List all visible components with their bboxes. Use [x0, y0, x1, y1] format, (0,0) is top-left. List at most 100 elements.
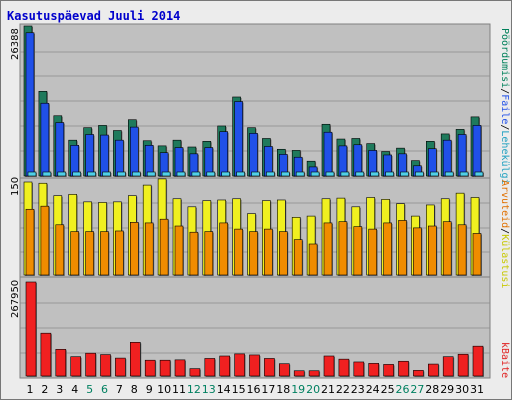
visits-bar-17-bar [264, 228, 273, 276]
day-label-2: 2 [41, 383, 48, 396]
kbytes-bar-22 [338, 358, 350, 377]
visits-bar-16 [249, 231, 259, 276]
visits-bar-12 [189, 231, 199, 276]
files-bar-14-bar [219, 131, 228, 177]
visits-bar-25-bar [383, 222, 392, 276]
pages-bar-7 [117, 171, 127, 177]
day-label-23: 23 [351, 383, 365, 396]
legend-hits-files-pages: Pöördumisi/Faile/Lehekülgi [499, 28, 510, 185]
legend-sep-1: / [499, 88, 510, 94]
day-label-22: 22 [336, 383, 350, 396]
visits-bar-15 [234, 228, 244, 276]
pages-bar-1-bar [27, 171, 37, 177]
legend-files: Faile [499, 94, 510, 124]
files-bar-7 [115, 139, 125, 177]
kbytes-bar-9 [144, 359, 157, 377]
visits-bar-18 [278, 231, 289, 276]
pages-bar-24 [370, 171, 380, 177]
pages-bar-2 [42, 171, 52, 177]
visits-bar-15-bar [234, 228, 243, 276]
visits-bar-2-bar [40, 205, 50, 276]
day-label-10: 10 [157, 383, 171, 396]
kbytes-bar-2 [40, 332, 52, 377]
pages-bar-29-bar [444, 171, 454, 177]
files-bar-29 [442, 139, 453, 177]
files-bar-16 [249, 133, 259, 177]
panel-hits-max-label: 26388 [10, 28, 21, 60]
day-label-16: 16 [247, 383, 261, 396]
visits-bar-8-bar [130, 222, 139, 276]
kbytes-bar-11-bar [174, 359, 186, 377]
files-bar-21 [323, 131, 333, 177]
visits-bar-26-bar [398, 220, 407, 276]
day-label-29: 29 [440, 383, 454, 396]
chart-title: Kasutuspäevad Juuli 2014 [7, 9, 180, 23]
pages-bar-23 [355, 171, 365, 177]
visits-bar-10 [159, 218, 170, 276]
day-label-20: 20 [306, 383, 320, 396]
pages-bar-20-bar [310, 171, 320, 177]
visits-bar-21-bar [323, 222, 333, 276]
kbytes-bar-25 [383, 364, 395, 377]
files-bar-15-bar [234, 101, 243, 177]
pages-bar-6-bar [102, 171, 111, 177]
pages-bar-27 [415, 171, 425, 177]
visits-bar-11 [174, 225, 184, 276]
legend-sites: Külastusi [499, 234, 510, 288]
files-bar-6-bar [100, 134, 109, 177]
visits-bar-12-bar [189, 231, 199, 276]
visits-bar-7 [115, 230, 125, 276]
kbytes-bar-3 [55, 349, 67, 377]
kbytes-bar-3-bar [55, 349, 67, 377]
kbytes-bar-8-bar [130, 342, 141, 377]
kbytes-bar-6-bar [100, 354, 111, 377]
day-label-27: 27 [410, 383, 424, 396]
day-label-21: 21 [321, 383, 335, 396]
pages-bar-17 [266, 171, 276, 177]
kbytes-bar-1-bar [25, 281, 37, 377]
visits-bar-31 [472, 233, 482, 276]
files-bar-30 [457, 134, 468, 177]
pages-bar-4 [72, 171, 82, 177]
files-bar-6 [100, 134, 110, 177]
kbytes-bar-26 [398, 360, 410, 377]
pages-bar-12 [191, 171, 201, 177]
visits-bar-9-bar [144, 222, 154, 276]
day-label-25: 25 [381, 383, 395, 396]
kbytes-bar-17-bar [264, 358, 275, 377]
visits-bar-5 [85, 231, 95, 276]
legend-sep-3: / [499, 228, 510, 234]
pages-bar-25 [385, 171, 395, 177]
pages-bar-14-bar [221, 171, 230, 177]
day-label-24: 24 [366, 383, 380, 396]
pages-bar-5 [87, 171, 97, 177]
panel-visits-max-label: 150 [10, 177, 21, 196]
kbytes-bar-7-bar [115, 357, 126, 377]
visits-bar-10-bar [159, 218, 169, 276]
visits-bar-23 [353, 226, 363, 276]
kbytes-bar-15-bar [234, 353, 245, 377]
kbytes-bar-8 [130, 342, 142, 377]
visits-bar-24-bar [368, 228, 378, 276]
visits-bar-27-bar [413, 227, 422, 276]
pages-bar-24-bar [370, 171, 380, 177]
kbytes-bar-5 [85, 352, 97, 377]
visits-bar-26 [398, 220, 408, 276]
kbytes-bar-19-bar [293, 370, 305, 377]
visits-bar-29-bar [442, 221, 452, 276]
pages-bar-30-bar [459, 171, 469, 177]
kbytes-bar-25-bar [383, 364, 394, 377]
pages-bar-22 [340, 171, 350, 177]
kbytes-bar-29 [442, 356, 455, 377]
pages-bar-2-bar [42, 171, 52, 177]
day-label-17: 17 [261, 383, 275, 396]
files-bar-9-bar [144, 145, 154, 177]
files-bar-8-bar [130, 126, 139, 177]
pages-bar-11 [176, 171, 186, 177]
files-bar-8 [130, 126, 140, 177]
files-bar-29-bar [442, 139, 452, 177]
day-label-5: 5 [86, 383, 93, 396]
files-bar-15 [234, 101, 244, 177]
kbytes-bar-18-bar [278, 363, 290, 377]
pages-bar-18 [280, 171, 291, 177]
